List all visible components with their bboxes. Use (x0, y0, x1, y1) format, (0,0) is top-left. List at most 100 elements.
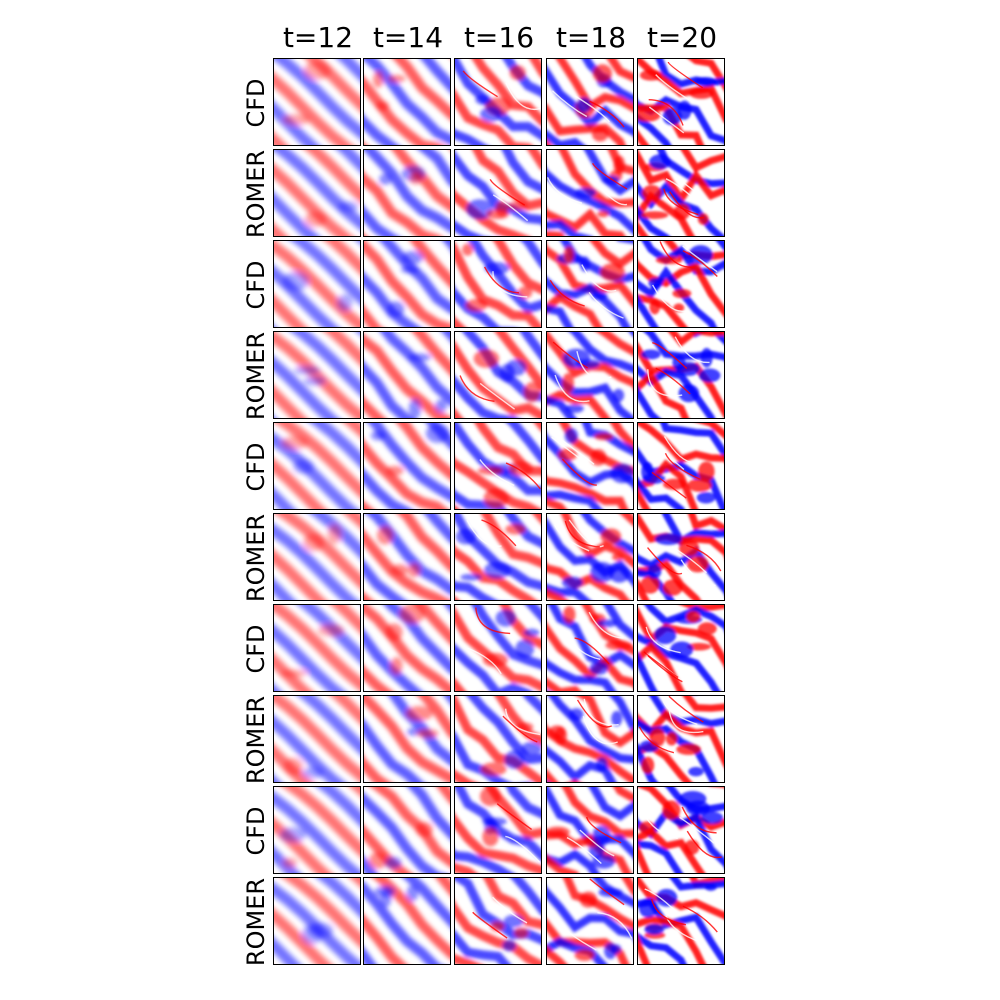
field-panel (454, 149, 542, 237)
field-image (455, 605, 541, 691)
row-label-2: ROMER (242, 149, 270, 239)
row-label-3: CFD (242, 260, 270, 310)
field-image (274, 787, 360, 873)
column-label-t12: t=12 (282, 21, 354, 54)
field-image (364, 787, 450, 873)
field-image (547, 59, 633, 145)
field-panel (546, 513, 634, 601)
field-image (364, 423, 450, 509)
field-image (455, 241, 541, 327)
field-panel (546, 695, 634, 783)
field-image (455, 150, 541, 236)
field-image (274, 696, 360, 782)
field-panel (363, 331, 451, 419)
field-image (455, 696, 541, 782)
field-image (455, 59, 541, 145)
field-panel (454, 513, 542, 601)
field-image (638, 878, 724, 964)
field-panel (273, 331, 361, 419)
field-panel (454, 422, 542, 510)
field-panel (273, 786, 361, 874)
field-image (638, 150, 724, 236)
field-image (364, 332, 450, 418)
field-image (638, 332, 724, 418)
row-label-10: ROMER (242, 877, 270, 967)
field-image (547, 696, 633, 782)
field-panel (546, 331, 634, 419)
field-panel (637, 58, 725, 146)
field-image (274, 241, 360, 327)
row-label-8: ROMER (242, 695, 270, 785)
field-panel (273, 240, 361, 328)
field-panel (637, 786, 725, 874)
field-image (364, 150, 450, 236)
field-panel (637, 240, 725, 328)
field-image (364, 514, 450, 600)
field-image (638, 59, 724, 145)
field-panel (363, 513, 451, 601)
field-image (547, 150, 633, 236)
field-image (274, 332, 360, 418)
field-panel (637, 149, 725, 237)
field-panel (363, 58, 451, 146)
field-panel (273, 513, 361, 601)
field-image (364, 696, 450, 782)
field-panel (546, 422, 634, 510)
row-label-4: ROMER (242, 331, 270, 421)
field-image (547, 878, 633, 964)
field-image (274, 423, 360, 509)
field-image (455, 423, 541, 509)
field-panel (363, 695, 451, 783)
field-panel (546, 240, 634, 328)
field-panel (546, 58, 634, 146)
field-panel (363, 149, 451, 237)
field-panel (273, 877, 361, 965)
field-image (638, 696, 724, 782)
field-image (638, 423, 724, 509)
field-image (274, 150, 360, 236)
field-panel (363, 604, 451, 692)
field-panel (363, 786, 451, 874)
row-label-7: CFD (242, 624, 270, 674)
field-image (638, 241, 724, 327)
field-panel (546, 604, 634, 692)
field-panel (546, 786, 634, 874)
field-image (638, 514, 724, 600)
field-image (455, 787, 541, 873)
field-image (638, 605, 724, 691)
field-panel (363, 877, 451, 965)
field-image (547, 605, 633, 691)
field-panel (454, 331, 542, 419)
field-panel (363, 240, 451, 328)
field-panel (637, 604, 725, 692)
field-panel (637, 331, 725, 419)
field-panel (273, 695, 361, 783)
row-label-6: ROMER (242, 513, 270, 603)
field-panel (546, 877, 634, 965)
column-label-t16: t=16 (463, 21, 535, 54)
field-panel (273, 422, 361, 510)
column-label-t18: t=18 (555, 21, 627, 54)
field-image (547, 514, 633, 600)
row-label-5: CFD (242, 442, 270, 492)
field-image (274, 514, 360, 600)
field-panel (637, 422, 725, 510)
column-label-t20: t=20 (646, 21, 718, 54)
field-image (547, 423, 633, 509)
field-image (455, 514, 541, 600)
field-panel (637, 513, 725, 601)
field-image (547, 241, 633, 327)
field-panel (454, 877, 542, 965)
field-image (364, 241, 450, 327)
field-panel (273, 149, 361, 237)
field-panel (454, 786, 542, 874)
field-image (547, 787, 633, 873)
field-panel (454, 604, 542, 692)
row-label-1: CFD (242, 78, 270, 128)
field-image (274, 605, 360, 691)
field-panel (454, 58, 542, 146)
field-image (364, 878, 450, 964)
field-image (274, 878, 360, 964)
field-panel (363, 422, 451, 510)
